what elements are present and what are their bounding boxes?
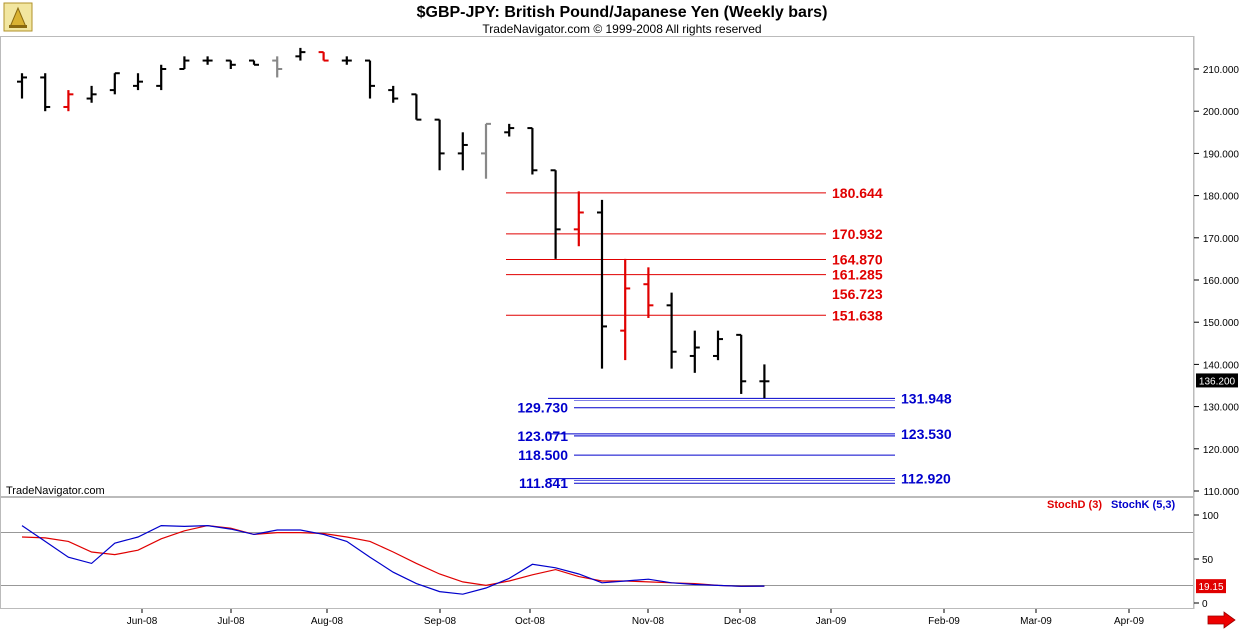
x-tick-label: Jan-09 [816,616,847,627]
price-tick-label: 170.000 [1203,234,1240,245]
stoch-tick-label: 50 [1202,555,1214,566]
watermark-text: TradeNavigator.com [6,485,105,497]
blue-level-label: 131.948 [901,390,952,406]
price-tick-label: 130.000 [1203,403,1240,414]
price-tick-label: 190.000 [1203,149,1240,160]
x-tick-label: Oct-08 [515,616,545,627]
blue-level-label: 112.920 [901,471,951,487]
stoch-series-line-1 [21,524,765,595]
price-tick-label: 110.000 [1204,487,1240,498]
price-panel [0,36,1194,497]
stoch-tick-label: 0 [1202,599,1208,610]
red-level-label: 180.644 [832,185,883,201]
x-tick-label: Sep-08 [424,616,457,627]
price-tick-label: 180.000 [1203,192,1240,203]
price-tick-label: 160.000 [1203,276,1240,287]
price-tick-label: 150.000 [1203,318,1240,329]
blue-level-label: 118.500 [518,447,568,463]
red-level-label: 161.285 [832,267,883,283]
chart-title: $GBP-JPY: British Pound/Japanese Yen (We… [417,4,828,21]
scroll-right-arrow-icon[interactable] [1207,611,1236,629]
last-price-box [1196,373,1238,388]
x-tick-label: Jul-08 [217,616,245,627]
stoch-panel [0,497,1194,609]
x-tick-label: Dec-08 [724,616,757,627]
stoch-series-line-0 [21,524,765,587]
logo-icon [3,2,33,32]
x-tick-label: Mar-09 [1020,616,1052,627]
price-tick-label: 140.000 [1203,360,1240,371]
stoch-tick-label: 100 [1202,511,1219,522]
legend-stoch-d: StochD (3) [1047,499,1102,511]
x-tick-label: Apr-09 [1114,616,1144,627]
last-price-label: 136.200 [1199,376,1236,387]
x-tick-label: Feb-09 [928,616,960,627]
blue-level-label: 111.841 [519,475,568,491]
red-level-label: 170.932 [832,226,883,242]
price-tick-label: 210.000 [1203,65,1240,76]
red-level-label: 164.870 [832,251,883,267]
price-tick-label: 200.000 [1203,107,1240,118]
blue-level-label: 123.071 [517,428,568,444]
stoch-last-label: 19.15 [1198,582,1223,593]
x-tick-label: Jun-08 [127,616,158,627]
red-level-label: 151.638 [832,307,883,323]
x-tick-label: Nov-08 [632,616,665,627]
red-level-label: 156.723 [832,286,883,302]
price-tick-label: 120.000 [1203,445,1240,456]
copyright-text: TradeNavigator.com © 1999-2008 All right… [482,22,761,36]
stoch-last-box [1196,579,1226,594]
blue-level-label: 123.530 [901,426,952,442]
blue-level-label: 129.730 [517,400,568,416]
x-tick-label: Aug-08 [311,616,344,627]
legend-stoch-k: StochK (5,3) [1111,499,1176,511]
